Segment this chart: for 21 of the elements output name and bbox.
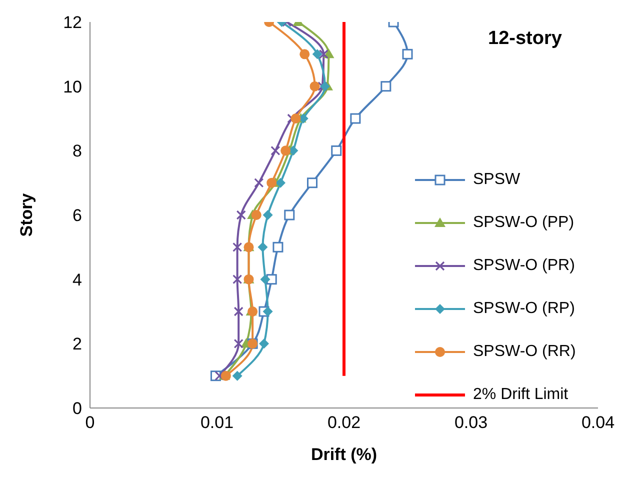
y-tick-label: 6 (72, 206, 82, 226)
y-tick-label: 0 (72, 399, 82, 418)
legend-label: SPSW (473, 170, 520, 188)
x-tick-label: 0.04 (581, 413, 615, 432)
legend-label: 2% Drift Limit (473, 386, 568, 404)
legend-label: SPSW-O (PR) (473, 256, 575, 274)
legend-label: SPSW-O (RR) (473, 342, 576, 360)
y-tick-label: 12 (63, 13, 82, 32)
x-tick-label: 0.02 (327, 413, 361, 432)
y-tick-label: 2 (72, 334, 82, 354)
y-tick-label: 4 (72, 270, 82, 290)
x-tick-label: 0.03 (454, 413, 488, 432)
y-tick-label: 8 (72, 142, 82, 161)
legend-label: SPSW-O (PP) (473, 214, 574, 232)
y-axis-title: Story (17, 192, 36, 237)
x-tick-label: 0.01 (200, 413, 234, 432)
legend-label: SPSW-O (RP) (473, 300, 575, 318)
chart-title: 12-story (488, 28, 562, 50)
x-tick-label: 0 (85, 413, 95, 432)
x-axis-title: Drift (%) (310, 445, 378, 464)
y-tick-label: 10 (63, 77, 82, 96)
